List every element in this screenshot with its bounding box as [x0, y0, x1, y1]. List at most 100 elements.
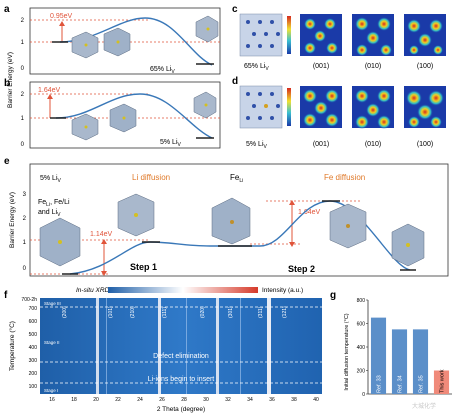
panel-f-peak-121: (121) [282, 306, 288, 318]
panel-e-ytick-0: 0 [23, 266, 27, 272]
panel-f-ytick-200: 200 [29, 371, 38, 377]
panel-c-plane-001: (001) [313, 63, 329, 70]
panel-f-xtick-16: 16 [49, 397, 55, 403]
panel-f-xtick-20: 20 [93, 397, 99, 403]
panel-g-bar-label: Ref. 33 [377, 375, 383, 393]
panel-e-step1: Step 1 [130, 262, 157, 272]
panel-f-ytick-100: 100 [29, 384, 38, 390]
panel-b-ytick-2: 2 [21, 92, 25, 98]
panel-e-barrier2-arrowhead-up [289, 200, 295, 205]
panel-g-label: g [330, 290, 336, 301]
panel-ab-ylabel: Barrier Energy (eV) [7, 52, 14, 108]
panel-g: g Initial diffusion temperature (°C) 800… [330, 290, 452, 398]
panel-c: c 65% LiV (001) (010) (100) [232, 4, 446, 72]
panel-d-condition: 5% LiV [246, 141, 268, 150]
panel-g-bar-label: Ref. 34 [398, 375, 404, 393]
panel-f-stage-3: Stage III [44, 301, 61, 306]
panel-a-barrier: 0.95eV [50, 13, 73, 20]
panel-e-fe-li: FeLi [230, 173, 243, 184]
panel-c-plane-100: (100) [417, 63, 433, 70]
panel-c-plane-010: (010) [365, 63, 381, 70]
panel-f-xtick-30: 30 [203, 397, 209, 403]
panel-a-condition: 65% LiV [150, 66, 175, 75]
panel-a-structures [71, 15, 219, 59]
panel-g-ytick-label: 0 [362, 392, 365, 398]
panel-g-bar-label: This work [440, 369, 446, 393]
panel-e-fe-diffusion: Fe diffusion [324, 173, 365, 182]
panel-f-title-left: In-situ XRD [76, 287, 110, 294]
panel-b-label: b [4, 78, 10, 89]
panel-c-condition: 65% LiV [244, 63, 269, 72]
panel-e-ytick-1: 1 [23, 240, 27, 246]
panel-g-ylabel: Initial diffusion temperature (°C) [344, 313, 350, 390]
panel-e-condition: 5% LiV [40, 175, 62, 184]
panel-f-label: f [4, 290, 8, 301]
panel-f-ytick-600: 600 [29, 319, 38, 325]
panel-f-ytick-700: 700 [29, 306, 38, 312]
panel-f-peak-200: (200) [62, 306, 68, 318]
panel-f-stage-2: Stage II [44, 340, 60, 345]
panel-d-map-010 [352, 86, 394, 129]
panel-f-ytick-500: 500 [29, 332, 38, 338]
panel-f-xtick-22: 22 [115, 397, 121, 403]
panel-f-title-right: Intensity (a.u.) [262, 287, 303, 294]
panel-c-map-100 [404, 14, 446, 56]
panel-f-top-tick: 700-2h [21, 297, 37, 303]
panel-e-start-label-2: and LiV [38, 209, 61, 218]
panel-f-annotation-defect: Defect elimination [153, 353, 209, 360]
panel-f-heatmap [40, 298, 322, 394]
panel-e-barrier2: 1.64eV [298, 209, 321, 216]
panel-c-label: c [232, 4, 238, 15]
panel-f-xticks: 16 18 20 22 24 26 28 30 32 34 36 38 40 [49, 397, 319, 403]
panel-g-bar [391, 329, 408, 394]
panel-f-xlabel: 2 Theta (degree) [157, 406, 205, 413]
panel-g-bar-label: Ref. 35 [419, 375, 425, 393]
panel-c-map-010 [352, 14, 394, 56]
panel-e: e Barrier Energy (eV) 3 2 1 0 5% LiV Li … [4, 156, 449, 277]
panel-f-yticks: 700 600 500 400 300 200 100 [29, 306, 38, 390]
panel-a-ytick-1: 1 [21, 40, 25, 46]
panel-a-arrowhead [59, 21, 65, 26]
panel-g-bar [412, 329, 429, 394]
panel-f-xtick-18: 18 [71, 397, 77, 403]
panel-f-ytick-400: 400 [29, 345, 38, 351]
panel-e-label: e [4, 156, 10, 167]
panel-d-plane-001: (001) [313, 141, 329, 148]
panel-d-structure-dots [246, 92, 280, 120]
panel-b-arrowhead [47, 94, 53, 99]
panel-d-label: d [232, 76, 238, 87]
panel-g-ticks: 800 600 400 200 0 [357, 298, 368, 398]
panel-d-plane-010: (010) [365, 141, 381, 148]
panel-e-ytick-2: 2 [23, 216, 27, 222]
panel-d: d 5% LiV (001) (010) (100) [232, 76, 446, 150]
panel-b: b 1.64eV 5% LiV 2 1 0 [4, 78, 221, 149]
panel-f-xtick-36: 36 [269, 397, 275, 403]
panel-e-structures [39, 193, 425, 267]
panel-f-xtick-28: 28 [181, 397, 187, 403]
panel-f-xtick-34: 34 [247, 397, 253, 403]
panel-b-ytick-0: 0 [21, 142, 25, 148]
panel-e-barrier1-arrowhead-up [101, 239, 107, 244]
panel-e-barrier1-arrowhead-down [101, 271, 107, 276]
panel-f-ylabel: Temperature (°C) [8, 321, 16, 371]
panel-f-peak-311: (311) [258, 306, 264, 318]
panel-e-ylabel: Barrier Energy (eV) [9, 192, 16, 248]
panel-c-colorbar [287, 16, 291, 54]
panel-f-ytick-300: 300 [29, 358, 38, 364]
panel-f-peak-020: (020) [200, 306, 206, 318]
panel-g-bar [370, 317, 387, 394]
panel-e-ytick-3: 3 [23, 192, 27, 198]
panel-e-li-diffusion: Li diffusion [132, 173, 170, 182]
watermark: 大城化学 [412, 402, 436, 410]
panel-a-ytick-0: 0 [21, 66, 25, 72]
panel-c-map-001 [300, 14, 342, 56]
panel-f-xtick-40: 40 [313, 397, 319, 403]
panel-f-xtick-38: 38 [291, 397, 297, 403]
panel-f-stage-1: Stage I [44, 388, 58, 393]
panel-d-plane-100: (100) [417, 141, 433, 148]
panel-f-peak-101: (101) [108, 306, 114, 318]
panel-e-barrier1: 1.14eV [90, 231, 113, 238]
panel-g-ytick-label: 400 [357, 345, 366, 351]
panel-f-peak-210: (210) [130, 306, 136, 318]
